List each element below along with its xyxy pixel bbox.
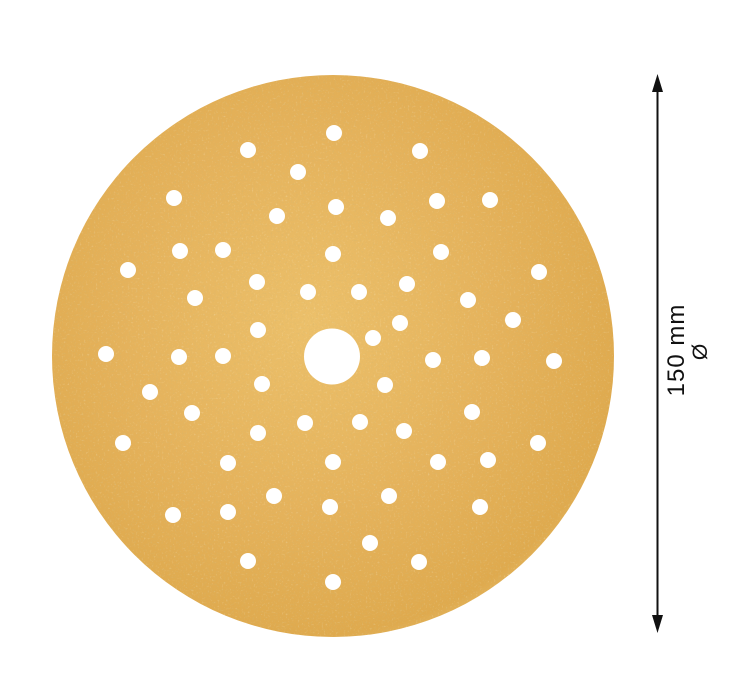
disc-hole — [98, 346, 114, 362]
disc-hole — [429, 193, 445, 209]
disc-hole — [546, 353, 562, 369]
disc-hole — [530, 435, 546, 451]
disc-hole — [165, 507, 181, 523]
disc-hole — [472, 499, 488, 515]
disc-hole — [430, 454, 446, 470]
disc-hole — [269, 208, 285, 224]
disc-hole — [325, 246, 341, 262]
disc-hole — [166, 190, 182, 206]
disc-hole — [240, 553, 256, 569]
disc-hole — [352, 414, 368, 430]
disc-hole — [220, 455, 236, 471]
disc-hole — [425, 352, 441, 368]
disc-hole — [254, 376, 270, 392]
disc-hole — [249, 274, 265, 290]
disc-hole — [120, 262, 136, 278]
disc-hole — [351, 284, 367, 300]
diameter-value-label: 150 mm — [663, 304, 690, 397]
disc-hole — [380, 210, 396, 226]
disc-hole — [250, 322, 266, 338]
disc-hole — [326, 125, 342, 141]
disc-hole — [266, 488, 282, 504]
disc-hole — [480, 452, 496, 468]
disc-hole — [325, 574, 341, 590]
disc-hole — [184, 405, 200, 421]
arrow-down-icon — [652, 615, 663, 633]
disc-hole — [142, 384, 158, 400]
disc-hole — [187, 290, 203, 306]
arrow-up-icon — [652, 74, 663, 92]
disc-hole — [377, 377, 393, 393]
disc-hole — [482, 192, 498, 208]
disc-hole — [115, 435, 131, 451]
disc-hole — [220, 504, 236, 520]
disc-center-hole — [304, 328, 360, 385]
disc-hole — [362, 535, 378, 551]
disc-hole — [381, 488, 397, 504]
disc-hole — [215, 242, 231, 258]
disc-hole — [365, 330, 381, 346]
disc-hole — [460, 292, 476, 308]
disc-hole — [172, 243, 188, 259]
disc-hole — [399, 276, 415, 292]
disc-hole — [171, 349, 187, 365]
diameter-symbol-label: Ø — [689, 344, 712, 360]
disc-hole — [215, 348, 231, 364]
disc-hole — [240, 142, 256, 158]
disc-hole — [300, 284, 316, 300]
disc-hole — [464, 404, 480, 420]
disc-hole — [396, 423, 412, 439]
disc-hole — [392, 315, 408, 331]
disc-hole — [433, 244, 449, 260]
disc-hole — [474, 350, 490, 366]
disc-hole — [322, 499, 338, 515]
disc-hole — [328, 199, 344, 215]
disc-hole — [250, 425, 266, 441]
dust-extraction-holes — [98, 125, 562, 590]
disc-hole — [412, 143, 428, 159]
sanding-disc — [52, 75, 614, 637]
disc-hole — [290, 164, 306, 180]
disc-hole — [325, 454, 341, 470]
disc-hole — [531, 264, 547, 280]
disc-hole — [505, 312, 521, 328]
disc-hole — [411, 554, 427, 570]
disc-hole — [297, 415, 313, 431]
dimension-annotation: 150 mm Ø — [652, 74, 712, 633]
